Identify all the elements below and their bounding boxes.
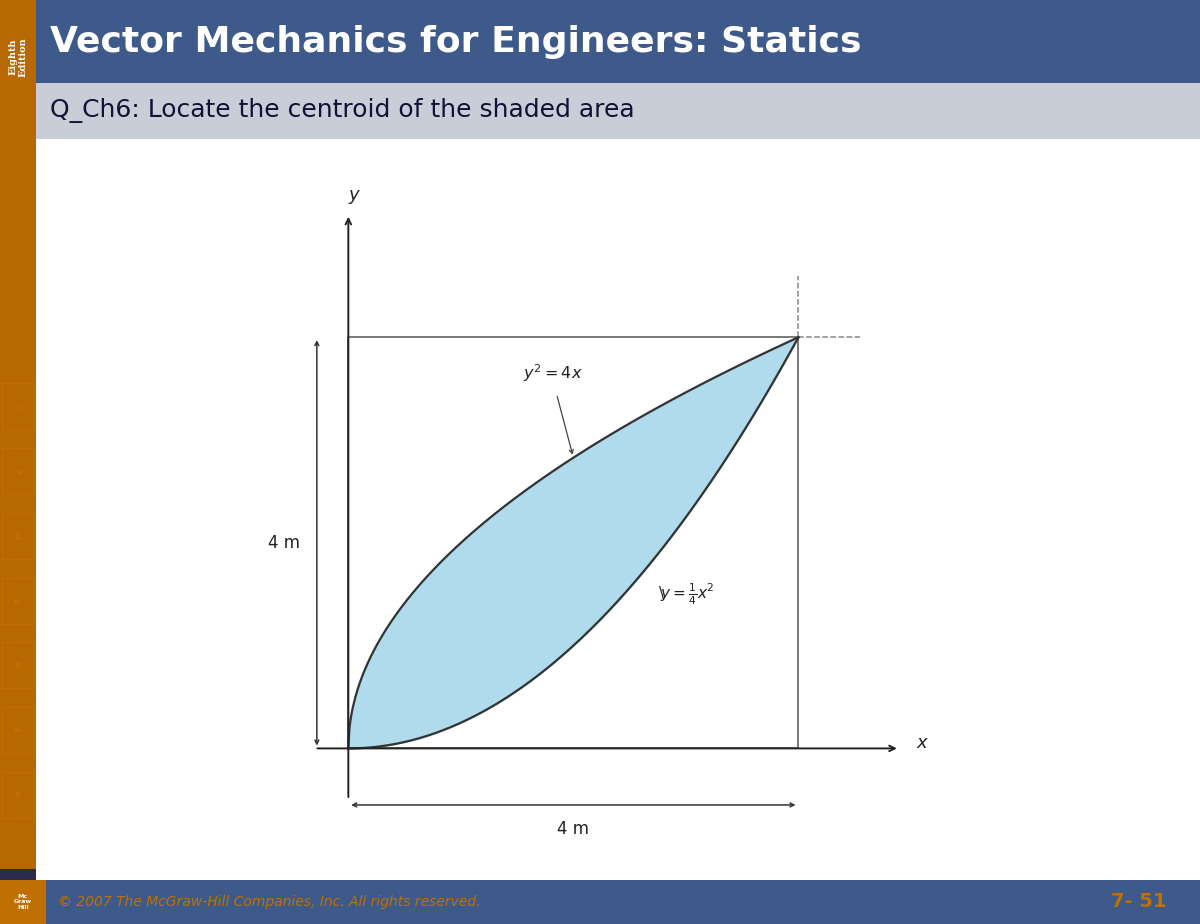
Text: Vector Mechanics for Engineers: Statics: Vector Mechanics for Engineers: Statics	[50, 25, 862, 58]
FancyBboxPatch shape	[2, 513, 35, 559]
Text: ▲: ▲	[14, 531, 22, 541]
Text: ►: ►	[14, 596, 22, 605]
Text: x: x	[917, 735, 928, 752]
Text: ▼: ▼	[14, 661, 22, 670]
Text: © 2007 The McGraw-Hill Companies, Inc. All rights reserved.: © 2007 The McGraw-Hill Companies, Inc. A…	[58, 894, 480, 909]
Text: ▶: ▶	[14, 725, 22, 735]
FancyBboxPatch shape	[2, 448, 35, 494]
FancyBboxPatch shape	[2, 772, 35, 818]
Text: ⌂: ⌂	[14, 402, 22, 411]
Text: y: y	[349, 186, 359, 203]
Text: Eighth
Edition: Eighth Edition	[8, 37, 28, 77]
Text: $y^2 = 4x$: $y^2 = 4x$	[523, 362, 582, 383]
Text: 7- 51: 7- 51	[1111, 893, 1166, 911]
FancyBboxPatch shape	[2, 642, 35, 688]
Text: Mc
Graw
Hill: Mc Graw Hill	[8, 881, 28, 896]
Text: $\!\!\!\backslash\!y = \frac{1}{4}x^2$: $\!\!\!\backslash\!y = \frac{1}{4}x^2$	[658, 582, 714, 607]
Text: 4 m: 4 m	[557, 821, 589, 838]
Text: ▼: ▼	[14, 790, 22, 799]
Bar	[0, 880, 46, 924]
Text: 4 m: 4 m	[268, 534, 300, 552]
FancyBboxPatch shape	[2, 578, 35, 624]
Bar	[0, 869, 36, 924]
Text: Q_Ch6: Locate the centroid of the shaded area: Q_Ch6: Locate the centroid of the shaded…	[50, 98, 635, 124]
FancyBboxPatch shape	[2, 707, 35, 753]
Text: Mc
Graw
Hill: Mc Graw Hill	[13, 894, 32, 910]
Text: ◄: ◄	[14, 467, 22, 476]
FancyBboxPatch shape	[2, 383, 35, 430]
